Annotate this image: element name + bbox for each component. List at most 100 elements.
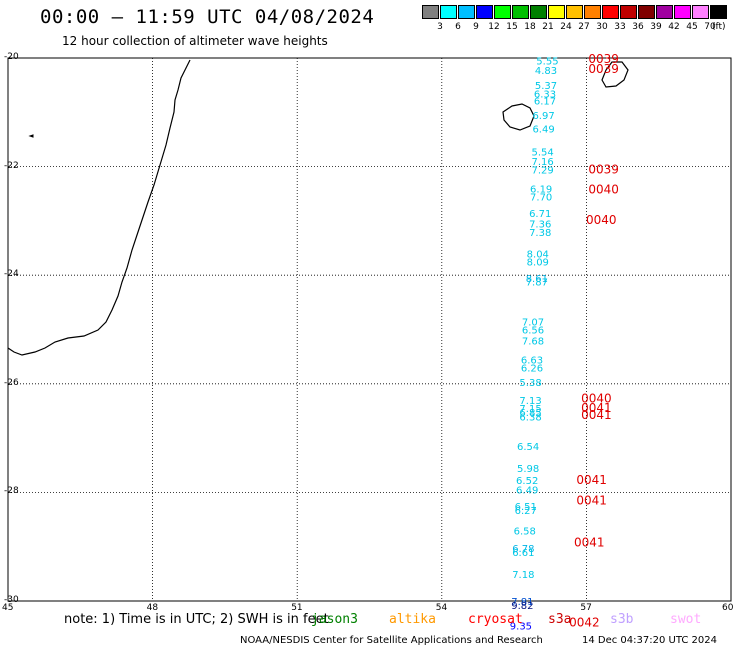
lon-tick-label: 54 — [435, 603, 448, 613]
colorbar-swatch — [620, 5, 637, 19]
pass-time-label: 0041 — [581, 408, 612, 422]
pass-time-label: 0039 — [588, 162, 619, 176]
swh-value: 6.78 — [512, 544, 534, 555]
swh-value: 5.55 — [536, 57, 558, 68]
swh-points: 5.554.83 5.376.336.17 6.97 6.49 5.547.167.29… — [510, 57, 559, 633]
swh-value: 6.33 — [534, 89, 556, 100]
swh-value: 7.15 — [519, 404, 541, 415]
swh-value: 7.13 — [519, 396, 541, 407]
swh-value: 6.26 — [521, 364, 543, 375]
lon-tick-label: 51 — [291, 603, 303, 613]
swh-value: 6.49 — [516, 486, 538, 497]
swh-value: 6.58 — [514, 526, 536, 537]
swh-value: 6.85 — [519, 408, 541, 419]
madagascar-coastline — [7, 59, 191, 356]
colorbar-label: 36 — [632, 22, 644, 32]
swh-value: 6.63 — [521, 355, 543, 366]
swh-value: 7.36 — [529, 220, 551, 231]
swh-value: 7.18 — [512, 570, 534, 581]
swh-value: 6.27 — [515, 506, 537, 517]
swh-value: 4.83 — [535, 66, 557, 77]
page-subtitle: 12 hour collection of altimeter wave hei… — [62, 34, 328, 48]
small-island — [28, 134, 34, 138]
footer-credit: NOAA/NESDIS Center for Satellite Applica… — [240, 635, 543, 646]
lat-tick-label: -30 — [4, 595, 19, 605]
swh-value: 7.87 — [526, 278, 548, 289]
colorbar-label: 12 — [488, 22, 500, 32]
colorbar-label: 9 — [473, 22, 479, 32]
satellite-legend-item: jason3 — [311, 612, 358, 627]
colorbar-swatch — [512, 5, 529, 19]
swh-value: 7.07 — [522, 317, 544, 328]
swh-value: 5.54 — [531, 147, 553, 158]
colorbar-label: 27 — [578, 22, 590, 32]
swh-value: 6.54 — [517, 442, 539, 453]
lat-tick-label: -22 — [4, 160, 19, 171]
pass-time-label: 0041 — [576, 473, 607, 487]
colorbar-label: 15 — [506, 22, 518, 32]
swh-value: 5.98 — [517, 464, 539, 475]
map-grid — [8, 58, 731, 601]
colorbar-swatch — [674, 5, 691, 19]
satellite-legend-item: cryosat — [468, 612, 523, 627]
mauritius-island — [601, 61, 629, 88]
satellite-legend-item: altika — [389, 612, 436, 627]
page-title: 00:00 – 11:59 UTC 04/08/2024 — [40, 6, 375, 28]
colorbar-label: 24 — [560, 22, 572, 32]
swh-value: 7.16 — [531, 157, 553, 168]
colorbar-swatch — [494, 5, 511, 19]
pass-time-label: 0040 — [586, 213, 617, 227]
time-labels: 0039003900390040004000400041004100410041… — [569, 52, 619, 630]
swh-value: 6.49 — [532, 125, 554, 136]
swh-value: 6.52 — [516, 476, 538, 487]
colorbar-unit: (ft) — [712, 22, 726, 32]
lat-tick-label: -28 — [4, 486, 19, 497]
lat-tick-label: -26 — [4, 377, 19, 388]
colorbar-swatch — [710, 5, 727, 19]
colorbar-label: 18 — [524, 22, 536, 32]
swh-value: 6.71 — [529, 209, 551, 220]
colorbar-swatch — [476, 5, 493, 19]
lat-tick-label: -24 — [4, 269, 19, 280]
pass-time-label: 0041 — [581, 401, 612, 415]
satellite-legend-item: swot — [670, 612, 702, 627]
swh-value: 9.35 — [510, 621, 532, 632]
colorbar-swatch — [530, 5, 547, 19]
colorbar-swatch — [566, 5, 583, 19]
swh-value: 5.37 — [535, 81, 557, 92]
swh-value: 8.61 — [526, 274, 548, 285]
swh-value: 6.61 — [512, 548, 534, 559]
colorbar-swatch — [692, 5, 709, 19]
lat-tick-label: -20 — [4, 52, 19, 62]
swh-value: 7.29 — [531, 165, 553, 176]
swh-value: 7.38 — [529, 228, 551, 239]
colorbar-swatch — [584, 5, 601, 19]
swh-value: 7.70 — [530, 192, 552, 203]
pass-time-label: 0041 — [576, 494, 607, 508]
pass-time-label: 0042 — [569, 616, 600, 630]
colorbar-swatch — [656, 5, 673, 19]
swh-value: 6.97 — [532, 111, 554, 122]
pass-time-label: 0040 — [588, 182, 619, 196]
lon-tick-label: 60 — [722, 603, 734, 613]
reunion-island — [502, 103, 535, 131]
pass-time-label: 0041 — [574, 535, 605, 549]
colorbar-swatch — [602, 5, 619, 19]
colorbar-swatch — [638, 5, 655, 19]
footer-timestamp: 14 Dec 04:37:20 UTC 2024 — [582, 635, 717, 646]
units-note: note: 1) Time is in UTC; 2) SWH is in fe… — [64, 612, 329, 627]
pass-time-label: 0039 — [588, 62, 619, 76]
colorbar-label: 21 — [542, 22, 554, 32]
swh-value: 6.51 — [515, 502, 537, 513]
swh-value: 6.56 — [522, 326, 544, 337]
swh-value: 9.82 — [511, 601, 533, 612]
pass-time-label: 0040 — [581, 391, 612, 405]
satellite-legend-item: s3b — [610, 612, 634, 627]
swh-value: 8.04 — [527, 249, 549, 260]
swh-value: 7.68 — [522, 336, 544, 347]
colorbar-label: 30 — [596, 22, 608, 32]
swh-value: 6.38 — [519, 412, 541, 423]
lon-tick-label: 45 — [2, 603, 14, 613]
satellite-legend-item: s3a — [548, 612, 572, 627]
colorbar-label: 33 — [614, 22, 626, 32]
